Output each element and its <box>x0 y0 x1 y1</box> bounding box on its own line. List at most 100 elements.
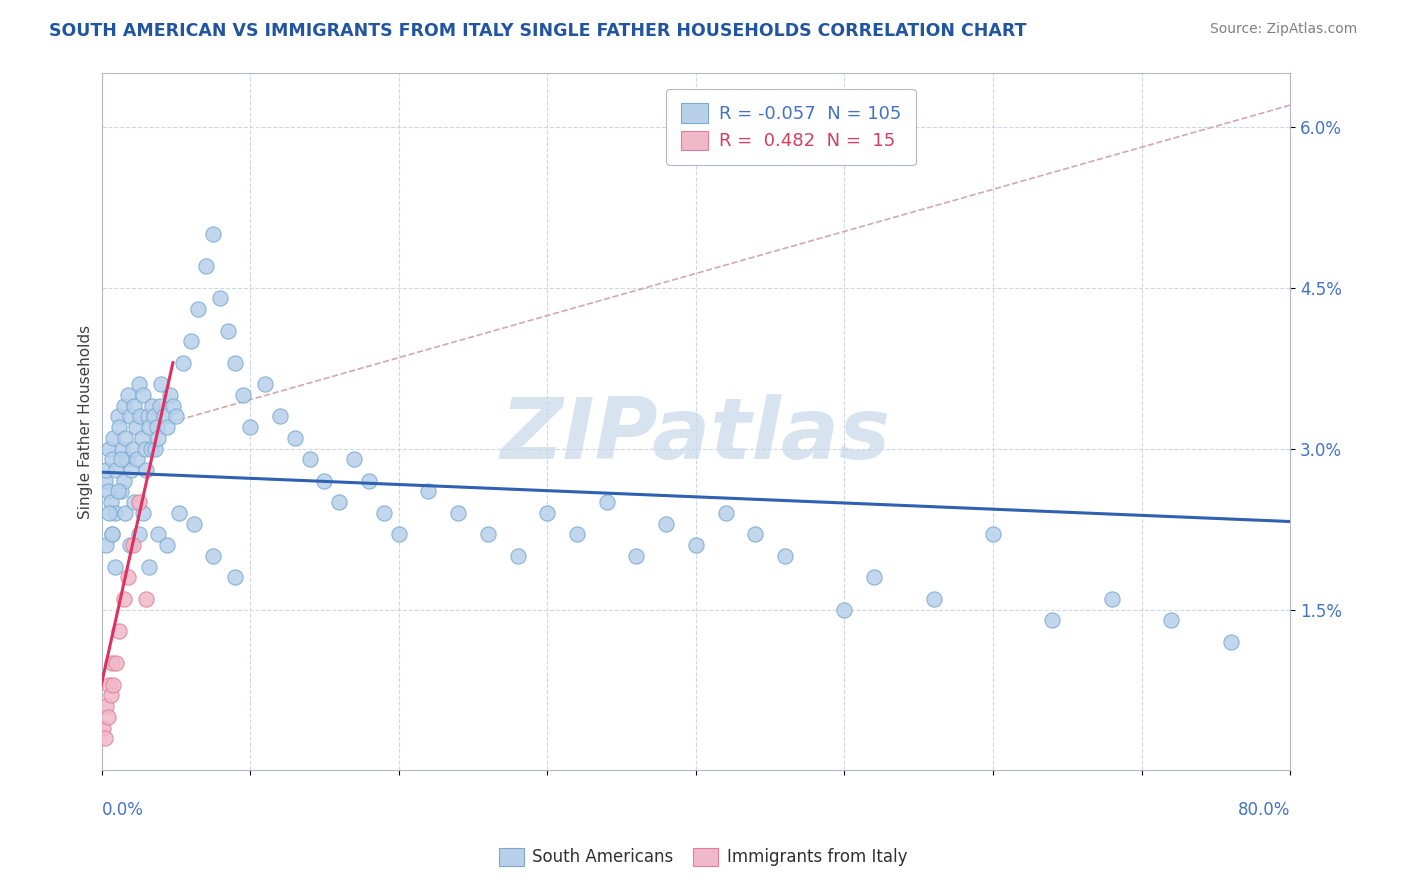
Point <box>115 452 138 467</box>
Point <box>314 474 336 488</box>
Point <box>146 431 169 445</box>
Legend: South Americans, Immigrants from Italy: South Americans, Immigrants from Italy <box>492 841 914 873</box>
Point <box>162 399 184 413</box>
Point <box>103 431 125 445</box>
Point <box>124 495 146 509</box>
Legend: R = -0.057  N = 105, R =  0.482  N =  15: R = -0.057 N = 105, R = 0.482 N = 15 <box>666 89 915 165</box>
Point <box>373 506 395 520</box>
Point <box>125 420 148 434</box>
Point <box>172 356 194 370</box>
Point <box>418 484 440 499</box>
Point <box>98 442 121 456</box>
Point <box>655 516 678 531</box>
Point <box>167 506 190 520</box>
Point <box>93 731 115 746</box>
Point <box>117 570 139 584</box>
Point <box>96 710 118 724</box>
Point <box>135 463 157 477</box>
Point <box>127 452 149 467</box>
Text: Source: ZipAtlas.com: Source: ZipAtlas.com <box>1209 22 1357 37</box>
Point <box>156 420 179 434</box>
Point <box>187 301 209 316</box>
Point <box>194 259 217 273</box>
Point <box>96 484 118 499</box>
Point <box>159 388 181 402</box>
Point <box>105 463 128 477</box>
Point <box>156 538 179 552</box>
Point <box>284 431 307 445</box>
Point <box>94 538 117 552</box>
Point <box>112 591 135 606</box>
Point <box>165 409 187 424</box>
Point <box>112 399 135 413</box>
Point <box>103 678 125 692</box>
Point <box>143 442 166 456</box>
Point <box>863 570 886 584</box>
Point <box>239 420 262 434</box>
Point <box>118 409 141 424</box>
Point <box>506 549 529 563</box>
Point <box>101 527 124 541</box>
Point <box>132 506 155 520</box>
Point <box>138 559 160 574</box>
Point <box>98 678 121 692</box>
Point <box>107 484 129 499</box>
Point <box>111 442 134 456</box>
Text: SOUTH AMERICAN VS IMMIGRANTS FROM ITALY SINGLE FATHER HOUSEHOLDS CORRELATION CHA: SOUTH AMERICAN VS IMMIGRANTS FROM ITALY … <box>49 22 1026 40</box>
Point <box>101 656 124 670</box>
Point <box>357 474 380 488</box>
Point <box>110 484 132 499</box>
Point <box>138 420 160 434</box>
Point <box>136 409 159 424</box>
Text: 0.0%: 0.0% <box>101 801 143 819</box>
Point <box>1101 591 1123 606</box>
Point <box>98 506 121 520</box>
Point <box>253 377 276 392</box>
Point <box>217 324 239 338</box>
Point <box>107 409 129 424</box>
Point <box>565 527 588 541</box>
Point <box>536 506 558 520</box>
Point <box>118 538 141 552</box>
Point <box>834 602 856 616</box>
Point <box>388 527 411 541</box>
Point <box>202 227 225 241</box>
Point <box>224 356 246 370</box>
Point <box>773 549 796 563</box>
Point <box>180 334 202 349</box>
Point <box>94 699 117 714</box>
Point <box>447 506 470 520</box>
Point <box>110 452 132 467</box>
Point <box>343 452 366 467</box>
Text: 80.0%: 80.0% <box>1237 801 1291 819</box>
Point <box>91 721 114 735</box>
Point <box>1219 634 1241 648</box>
Point <box>298 452 321 467</box>
Point <box>101 527 124 541</box>
Point <box>209 291 232 305</box>
Point <box>128 495 150 509</box>
Point <box>121 442 143 456</box>
Point <box>120 463 142 477</box>
Point <box>744 527 766 541</box>
Point <box>139 442 162 456</box>
Point <box>981 527 1004 541</box>
Point <box>121 538 143 552</box>
Point <box>93 474 115 488</box>
Y-axis label: Single Father Households: Single Father Households <box>79 325 93 519</box>
Point <box>626 549 648 563</box>
Point <box>94 463 117 477</box>
Point <box>134 442 156 456</box>
Point <box>104 559 127 574</box>
Point <box>1040 613 1063 627</box>
Point <box>232 388 254 402</box>
Point <box>1160 613 1182 627</box>
Point <box>922 591 945 606</box>
Point <box>202 549 225 563</box>
Point <box>104 506 127 520</box>
Point <box>714 506 737 520</box>
Point <box>129 409 152 424</box>
Point <box>100 495 122 509</box>
Point <box>135 591 157 606</box>
Point <box>269 409 291 424</box>
